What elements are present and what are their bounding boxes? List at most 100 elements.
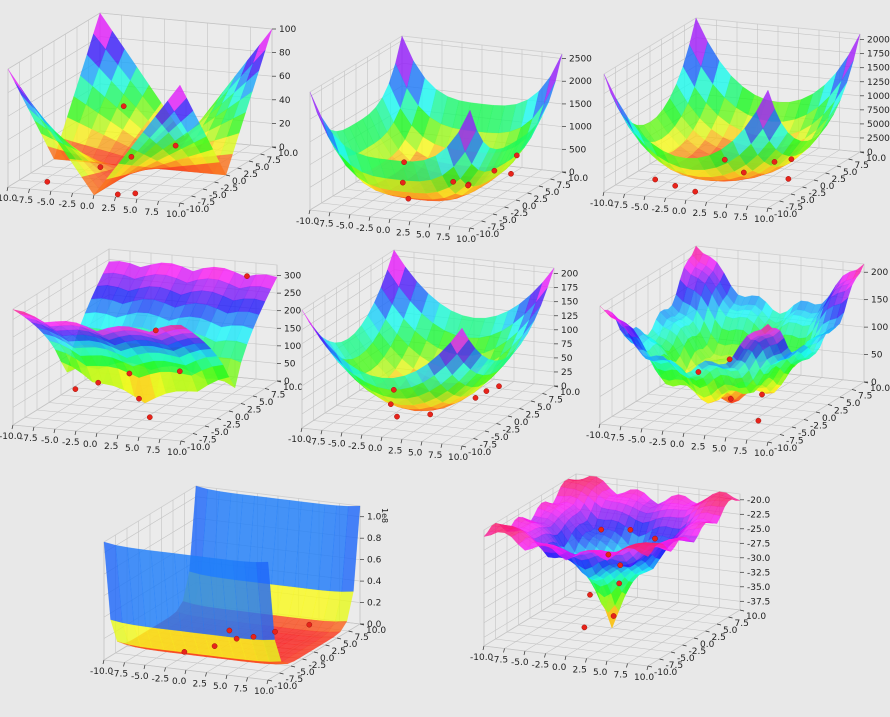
y-tick [179,202,185,205]
x-tick [300,427,303,433]
y-tick [767,441,773,444]
surface-patch [180,110,201,133]
z-tick-label: 80 [279,49,291,59]
x-tick [320,430,323,435]
sample-point [136,395,142,402]
z-tick-label: 200 [561,270,578,280]
y-tick [473,438,478,440]
y-tick [267,679,273,682]
x-tick-label: -5.0 [336,222,354,232]
y-tick-label: 7.5 [549,396,563,406]
surface-patch [800,347,813,359]
y-tick [492,213,498,216]
y-tick [848,158,853,161]
surface-patch [239,69,260,101]
z-tick-label: 0.8 [367,534,382,544]
sample-point [755,417,762,424]
x-tick-label: -10.0 [0,194,18,204]
surface-patch [262,639,282,662]
y-tick [716,623,722,626]
x-tick-label: 10.0 [166,210,186,220]
surface [103,485,361,665]
y-tick [802,186,807,189]
surface-patch [713,506,726,517]
y-tick [202,188,208,191]
y-tick-label: 10.0 [283,383,303,393]
subplot-6: -10.0-7.5 -5.0 -2.5 0.0 2.5 5.0 7.5 10.0 -10.0-7… [586,245,890,459]
x-tick [360,434,363,439]
y-tick-label: -10.0 [468,448,492,458]
surface-patch [200,348,218,358]
x-tick [114,196,116,202]
y-tick-label: -5.0 [209,191,227,201]
surface-patch [804,351,817,359]
x-tick-label: 0.0 [80,202,95,212]
y-tick [461,445,467,448]
y-tick-label: -5.0 [211,428,229,438]
x-tick [143,664,146,670]
z-tick-label: 60 [279,72,291,82]
x-tick [682,432,685,438]
x-tick [640,428,643,433]
x-tick [266,679,269,685]
sample-point [176,368,183,375]
y-tick [519,408,524,410]
x-tick [460,445,463,451]
surface-patch [167,84,187,112]
sample-point [126,370,133,377]
subplot-1: -10.0-7.5-5.0-2.50.02.55.07.510.0-10.0-7… [0,12,298,220]
y-tick [204,425,210,428]
x-tick-label: -2.5 [348,442,366,452]
x-tick-label: 5.0 [408,449,423,459]
y-tick-label: 7.5 [735,619,749,629]
x-tick [626,663,628,668]
sample-point [652,176,659,183]
z-tick-label: -27.5 [747,539,770,549]
y-tick-label: 2.5 [832,175,846,185]
y-tick [813,179,819,182]
z-tick-label: -30.0 [747,554,771,564]
x-tick-label: -2.5 [649,438,667,448]
x-tick [11,424,14,430]
x-tick-label: -7.5 [111,670,129,680]
sample-point [399,179,406,186]
y-tick [779,200,784,203]
surface-patch [503,136,524,164]
y-tick [659,658,664,661]
y-tick-label: 0.0 [522,202,537,212]
sample-point [233,635,240,642]
x-tick [205,672,207,677]
surface-patch [496,351,515,372]
z-tick-label: 500 [569,145,586,155]
y-tick [216,418,222,420]
y-tick-label: 0.0 [232,177,247,187]
gridline [483,566,741,624]
y-tick [839,396,845,399]
x-tick-label: -7.5 [316,219,334,229]
y-tick-label: 10.0 [568,174,588,184]
surface-patch [524,115,543,148]
x-tick [246,677,248,682]
y-tick-label: 0.0 [320,654,335,664]
surface-patch [193,136,214,154]
x-tick-label: 7.5 [234,685,248,695]
y-tick-label: -5.0 [677,654,695,664]
y-tick-label: 10.0 [746,612,766,622]
x-tick-label: -10.0 [590,199,614,209]
y-tick-label: 10.0 [366,626,386,636]
x-tick-label: 2.5 [102,204,116,214]
x-tick-label: 10.0 [754,215,774,225]
y-tick-label: -5.0 [491,433,509,443]
sample-point [44,178,51,185]
surface-patch [694,522,707,530]
subplot-2: -10.0-7.5 -5.0 -2.5 0.0 2.5 5.0 7.5 10.0 -10.0-7… [296,35,592,245]
z-tick-label: 50 [871,351,883,361]
y-tick-label: 2.5 [332,647,346,657]
y-tick-label: 5.0 [545,188,560,198]
x-tick-label: 2.5 [193,680,207,690]
surface-patch [256,561,275,641]
x-tick-label: 7.5 [146,446,160,456]
x-tick-label: 2.5 [388,446,402,456]
y-tick [515,199,521,202]
